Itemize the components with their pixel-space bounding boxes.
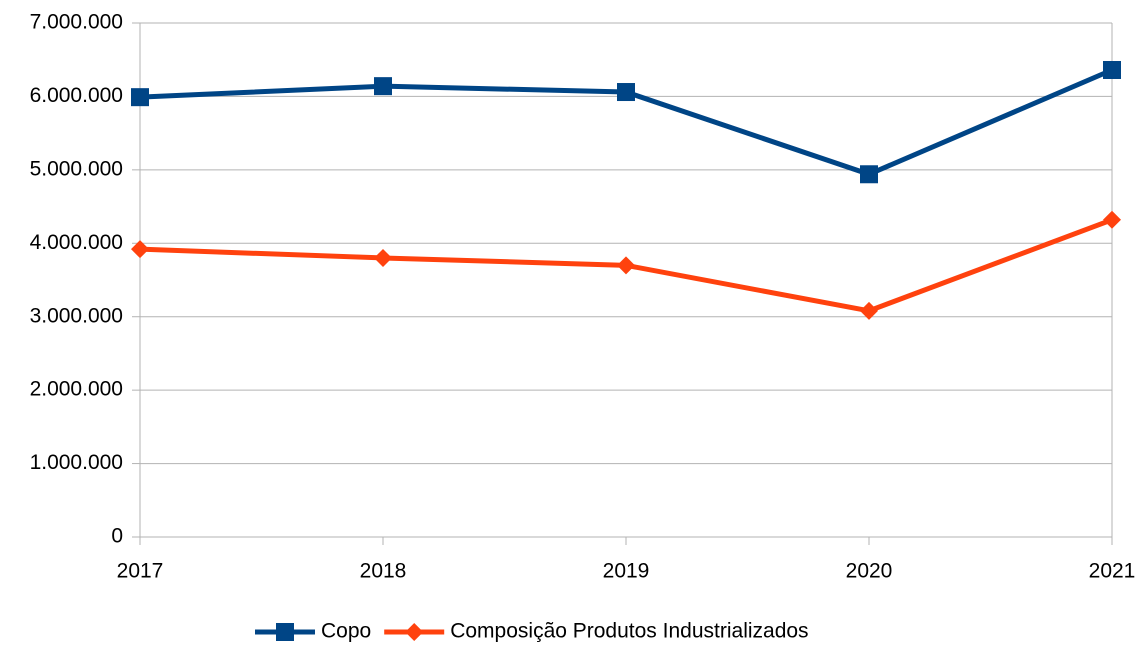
data-point xyxy=(131,240,149,259)
y-tick-label: 5.000.000 xyxy=(30,157,123,180)
x-tick-label: 2019 xyxy=(603,560,650,583)
data-point xyxy=(860,165,878,184)
y-tick-label: 7.000.000 xyxy=(30,11,123,34)
data-point xyxy=(374,77,392,96)
data-point xyxy=(1103,210,1121,229)
legend-marker xyxy=(405,623,424,641)
data-point xyxy=(374,248,392,267)
legend-label: Copo xyxy=(321,620,371,643)
x-tick-label: 2021 xyxy=(1089,560,1136,583)
y-tick-label: 0 xyxy=(111,525,123,548)
x-tick-label: 2018 xyxy=(360,560,407,583)
data-point xyxy=(860,301,878,320)
y-tick-label: 6.000.000 xyxy=(30,84,123,107)
legend-label: Composição Produtos Industrializados xyxy=(450,620,808,643)
x-tick-label: 2017 xyxy=(117,560,164,583)
x-tick-label: 2020 xyxy=(846,560,893,583)
y-tick-label: 3.000.000 xyxy=(30,304,123,327)
legend-marker xyxy=(276,623,294,641)
data-point xyxy=(131,88,149,107)
data-point xyxy=(1103,60,1121,79)
data-point xyxy=(617,256,635,275)
y-tick-label: 1.000.000 xyxy=(30,451,123,474)
data-point xyxy=(617,83,635,102)
y-tick-label: 4.000.000 xyxy=(30,231,123,254)
y-tick-label: 2.000.000 xyxy=(30,378,123,401)
